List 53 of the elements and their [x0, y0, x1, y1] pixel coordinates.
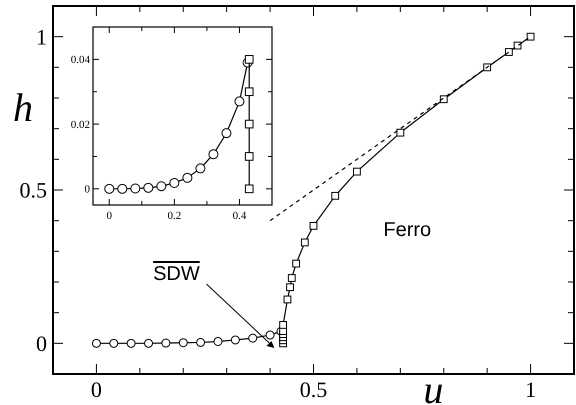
- point: [130, 183, 140, 194]
- point: [230, 335, 240, 344]
- point: [169, 178, 180, 188]
- point: [92, 338, 101, 348]
- point: [248, 334, 258, 343]
- point: [244, 152, 254, 161]
- point: [353, 168, 361, 176]
- x-tick-label: 0.2: [167, 210, 182, 222]
- x-tick-label: 1: [525, 377, 536, 402]
- point: [331, 192, 340, 200]
- point: [117, 184, 128, 194]
- point: [208, 149, 218, 160]
- point: [244, 184, 254, 194]
- point: [279, 321, 288, 329]
- point: [178, 338, 188, 348]
- point: [292, 260, 300, 268]
- point: [300, 238, 309, 246]
- point: [182, 172, 192, 183]
- point: [244, 55, 254, 64]
- annotation: Ferro: [383, 219, 432, 241]
- point: [288, 274, 296, 282]
- point: [143, 182, 154, 193]
- point: [144, 338, 154, 348]
- annotation: SDW: [153, 263, 200, 285]
- y-axis-title: h: [13, 85, 33, 130]
- point: [266, 330, 275, 340]
- y-tick-label: 1: [36, 24, 47, 50]
- point: [221, 128, 232, 138]
- y-tick-label: 0.02: [70, 118, 90, 131]
- point: [244, 120, 254, 128]
- x-tick-label: 0.4: [232, 210, 247, 222]
- y-tick-label: 0: [36, 331, 47, 356]
- y-tick-label: 0.04: [70, 54, 90, 66]
- point: [161, 338, 170, 348]
- point: [109, 338, 118, 348]
- point: [526, 32, 534, 41]
- point: [156, 181, 166, 192]
- point: [396, 128, 404, 137]
- point: [213, 336, 222, 346]
- point: [126, 338, 136, 348]
- x-tick-label: 0.5: [300, 377, 328, 402]
- y-tick-label: 0: [84, 184, 90, 196]
- point: [244, 87, 254, 96]
- point: [234, 96, 244, 106]
- point: [310, 222, 318, 230]
- x-tick-label: 0: [106, 210, 113, 222]
- y-tick-label: 0.5: [20, 178, 47, 203]
- point: [196, 338, 206, 347]
- x-axis-title: u: [423, 367, 444, 405]
- point: [195, 163, 206, 174]
- point: [104, 184, 114, 194]
- point: [286, 283, 294, 292]
- point: [284, 296, 292, 304]
